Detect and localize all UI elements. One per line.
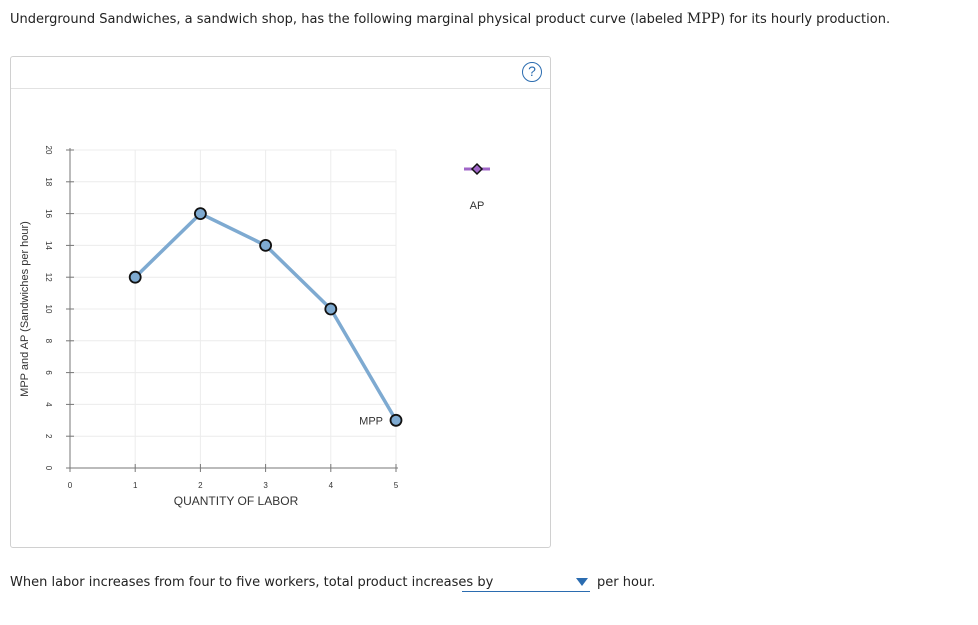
y-tick-label-4: 4 (44, 402, 53, 407)
x-tick-label-4: 4 (329, 481, 334, 490)
x-tick-label-3: 3 (263, 481, 268, 490)
question-text-after: ) for its hourly production. (720, 12, 891, 27)
y-tick-label-10: 10 (44, 305, 53, 314)
question-text: Underground Sandwiches, a sandwich shop,… (10, 11, 960, 28)
y-tick-label-0: 0 (44, 466, 53, 471)
x-axis-title: QUANTITY OF LABOR (174, 494, 299, 508)
chart-grid (70, 149, 397, 468)
x-tick-label-5: 5 (394, 481, 399, 490)
y-tick-label-18: 18 (44, 177, 53, 186)
graph-panel-header: ? (11, 57, 550, 89)
answer-prompt: When labor increases from four to five w… (10, 575, 494, 590)
question-mpp-label: MPP (686, 11, 721, 27)
x-tick-label-1: 1 (133, 481, 138, 490)
y-tick-label-16: 16 (44, 209, 53, 218)
x-tick-label-2: 2 (198, 481, 203, 490)
graph-panel: ? 0 2 4 6 8 10 12 14 16 18 20 0 1 2 3 4 5 MPP AP QUANTIT… (10, 56, 551, 548)
ap-legend-label: AP (470, 200, 485, 212)
chart-series: MPP (128, 207, 403, 427)
caret-down-icon[interactable] (576, 578, 588, 586)
y-axis-title: MPP and AP (Sandwiches per hour) (19, 221, 31, 397)
y-tick-label-6: 6 (44, 370, 53, 375)
x-tick-label-0: 0 (68, 481, 73, 490)
y-tick-label-2: 2 (44, 434, 53, 439)
y-tick-label-8: 8 (44, 339, 53, 344)
mpp-point-2 (193, 207, 207, 221)
mpp-point-3 (259, 238, 273, 252)
mpp-point-1 (128, 270, 142, 284)
chart-labels: QUANTITY OF LABOR MPP and AP (Sandwiches … (19, 221, 299, 508)
answer-dropdown[interactable] (462, 573, 590, 592)
diamond-icon (470, 162, 484, 176)
y-tick-label-12: 12 (44, 273, 53, 282)
question-mark-icon[interactable]: ? (522, 62, 542, 82)
mpp-series-label: MPP (359, 415, 383, 427)
y-tick-label-20: 20 (44, 146, 53, 155)
answer-suffix: per hour. (597, 575, 656, 590)
question-text-before: Underground Sandwiches, a sandwich shop,… (10, 12, 687, 27)
mpp-point-4 (324, 302, 338, 316)
chart-legend: AP (464, 162, 490, 212)
mpp-point-5 (389, 413, 403, 427)
y-tick-label-14: 14 (44, 241, 53, 250)
